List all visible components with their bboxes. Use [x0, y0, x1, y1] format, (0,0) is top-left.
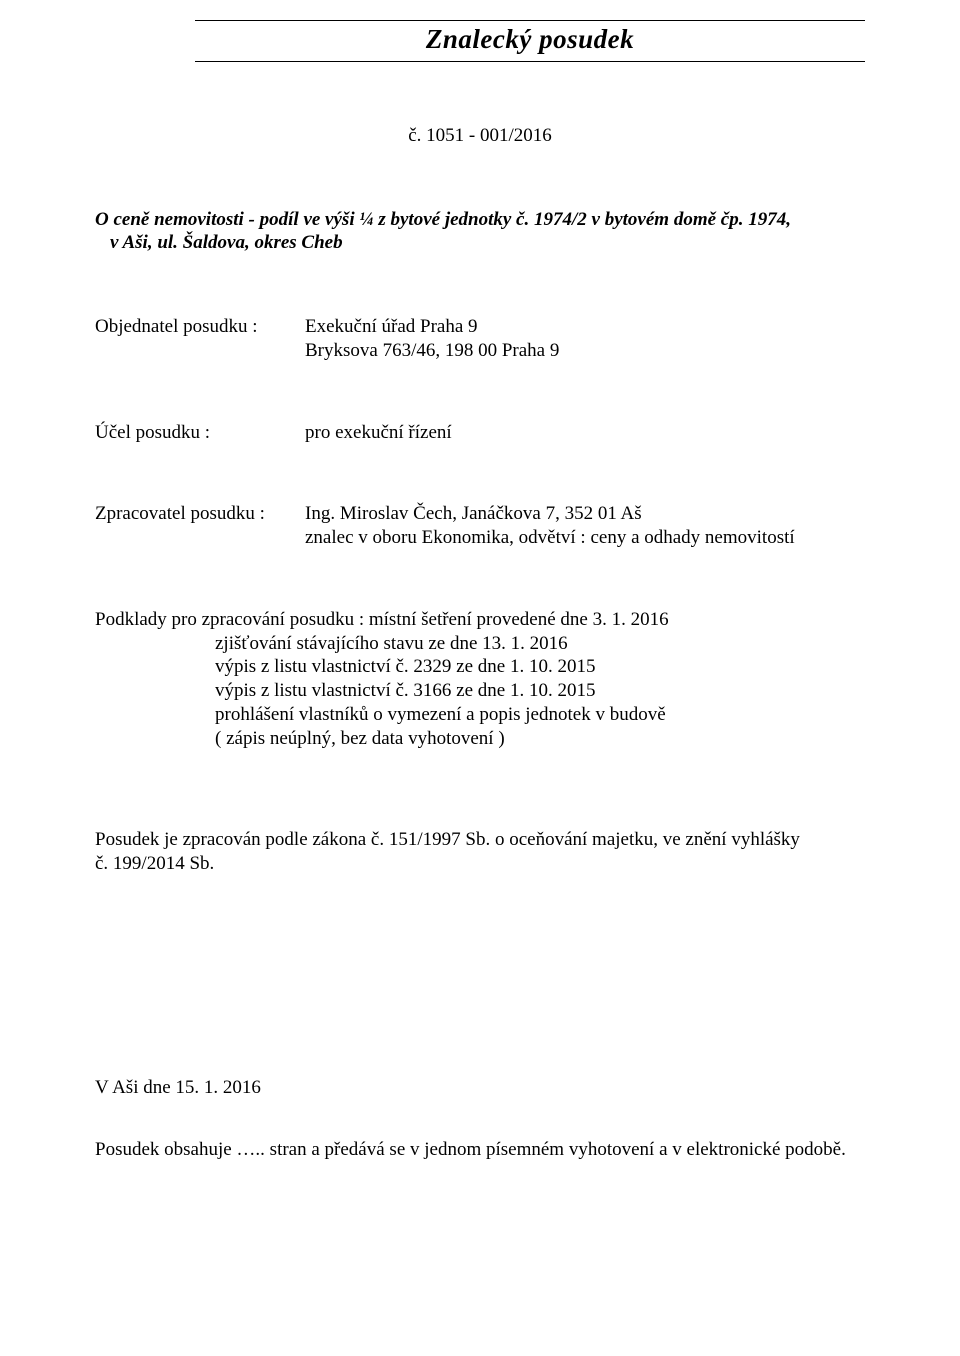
podklady-item-4: ( zápis neúplný, bez data vyhotovení ) — [95, 727, 865, 751]
subject-line1: O ceně nemovitosti - podíl ve výši ¼ z b… — [95, 208, 865, 232]
subject-line2: v Aši, ul. Šaldova, okres Cheb — [95, 231, 865, 255]
podklady-item-1: výpis z listu vlastnictví č. 2329 ze dne… — [95, 655, 865, 679]
podklady-block: Podklady pro zpracování posudku : místní… — [95, 608, 865, 751]
podklady-item-3: prohlášení vlastníků o vymezení a popis … — [95, 703, 865, 727]
objednatel-value1: Exekuční úřad Praha 9 — [305, 315, 865, 339]
reference-number: č. 1051 - 001/2016 — [95, 124, 865, 148]
objednatel-row: Objednatel posudku : Exekuční úřad Praha… — [95, 315, 865, 339]
footer-line: Posudek obsahuje ….. stran a předává se … — [95, 1138, 865, 1162]
objednatel-label: Objednatel posudku : — [95, 315, 305, 339]
subject-block: O ceně nemovitosti - podíl ve výši ¼ z b… — [95, 208, 865, 256]
document-title-container: Znalecký posudek — [195, 20, 865, 62]
podklady-item-0: zjišťování stávajícího stavu ze dne 13. … — [95, 632, 865, 656]
law-block: Posudek je zpracován podle zákona č. 151… — [95, 828, 865, 876]
zpracovatel-label: Zpracovatel posudku : — [95, 502, 305, 526]
law-line1: Posudek je zpracován podle zákona č. 151… — [95, 828, 865, 852]
podklady-item-2: výpis z listu vlastnictví č. 3166 ze dne… — [95, 679, 865, 703]
ucel-label: Účel posudku : — [95, 421, 305, 445]
law-line2: č. 199/2014 Sb. — [95, 852, 865, 876]
ucel-value: pro exekuční řízení — [305, 421, 865, 445]
issue-date: V Aši dne 15. 1. 2016 — [95, 1076, 865, 1100]
zpracovatel-value2: znalec v oboru Ekonomika, odvětví : ceny… — [305, 526, 865, 550]
ucel-row: Účel posudku : pro exekuční řízení — [95, 421, 865, 445]
zpracovatel-row: Zpracovatel posudku : Ing. Miroslav Čech… — [95, 502, 865, 526]
document-title: Znalecký posudek — [195, 21, 865, 61]
zpracovatel-value1: Ing. Miroslav Čech, Janáčkova 7, 352 01 … — [305, 502, 865, 526]
podklady-lead: Podklady pro zpracování posudku : místní… — [95, 608, 865, 632]
objednatel-value2: Bryksova 763/46, 198 00 Praha 9 — [305, 339, 865, 363]
